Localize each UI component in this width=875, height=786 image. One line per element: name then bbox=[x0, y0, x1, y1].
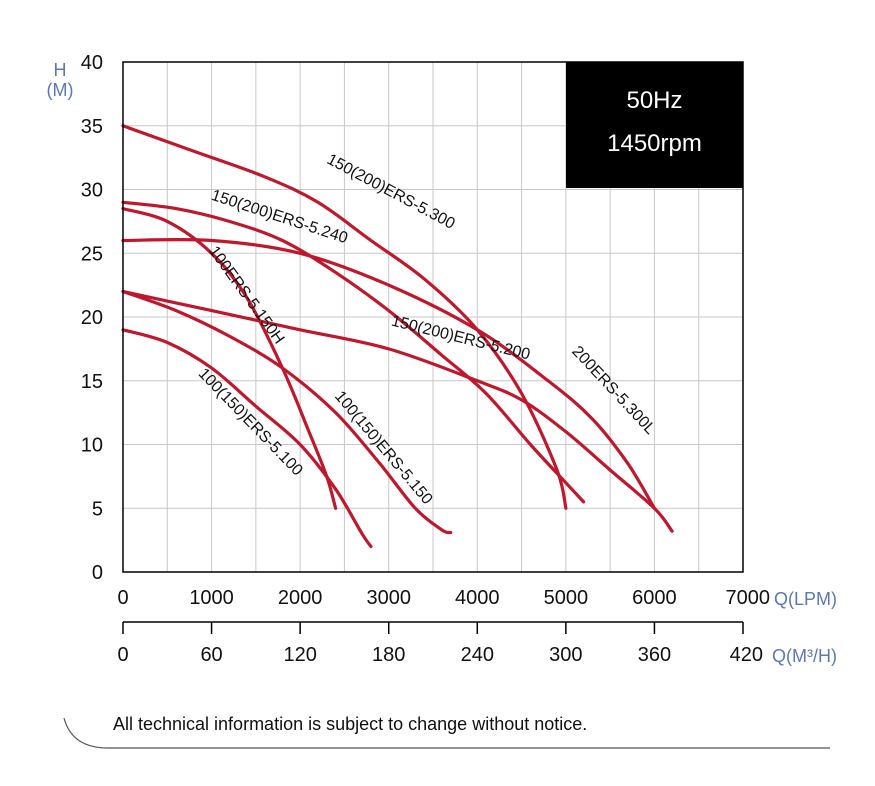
plot-frame bbox=[122, 61, 744, 573]
y-tick-label: 40 bbox=[81, 52, 103, 74]
x2-tick-label: 180 bbox=[372, 644, 405, 666]
x2-tick-label: 300 bbox=[549, 644, 582, 666]
x-axis-lpm-ticks: 0 1000 2000 3000 4000 5000 6000 7000 bbox=[117, 587, 770, 609]
y-axis-label: H bbox=[54, 60, 67, 80]
y-tick-label: 20 bbox=[81, 307, 103, 329]
curve-label: 200ERS-5.300L bbox=[568, 343, 658, 438]
y-tick-label: 10 bbox=[81, 435, 103, 457]
y-tick-label: 5 bbox=[92, 498, 103, 520]
curve-label: 100(150)ERS-5.150 bbox=[331, 388, 436, 508]
y-axis-unit: (M) bbox=[47, 80, 74, 100]
x-tick-label: 2000 bbox=[278, 587, 323, 609]
x2-tick-label: 0 bbox=[117, 644, 128, 666]
y-tick-label: 30 bbox=[81, 180, 103, 202]
x-tick-label: 7000 bbox=[726, 587, 771, 609]
footer-note: All technical information is subject to … bbox=[113, 714, 587, 734]
curve-line bbox=[121, 289, 674, 533]
frequency-badge bbox=[566, 62, 743, 188]
y-tick-label: 15 bbox=[81, 371, 103, 393]
curve-line bbox=[121, 207, 338, 510]
x-tick-label: 3000 bbox=[366, 587, 411, 609]
curve-line bbox=[121, 200, 586, 504]
y-tick-label: 25 bbox=[81, 243, 103, 265]
x-axis-m3h-label: Q(M³/H) bbox=[772, 646, 837, 666]
x2-tick-label: 420 bbox=[730, 644, 763, 666]
badge-speed-text: 1450rpm bbox=[607, 130, 702, 157]
curve-line bbox=[121, 328, 373, 549]
x2-tick-label: 120 bbox=[283, 644, 316, 666]
curve-label: 100ERS-5.150H bbox=[205, 243, 287, 347]
y-tick-label: 35 bbox=[81, 116, 103, 138]
x2-tick-label: 360 bbox=[638, 644, 671, 666]
x-tick-label: 4000 bbox=[455, 587, 500, 609]
x-tick-label: 0 bbox=[117, 587, 128, 609]
badge-frequency-text: 50Hz bbox=[626, 87, 682, 114]
y-tick-label: 0 bbox=[92, 562, 103, 584]
x-tick-label: 6000 bbox=[632, 587, 677, 609]
x-axis-m3h: 0 60 120 180 240 300 360 420 bbox=[117, 621, 763, 666]
curve-line bbox=[121, 237, 656, 510]
x-axis-lpm-label: Q(LPM) bbox=[774, 589, 837, 609]
x2-tick-label: 60 bbox=[200, 644, 222, 666]
curve-line bbox=[121, 124, 568, 510]
curve-labels: 150(200)ERS-5.300150(200)ERS-5.240100ERS… bbox=[195, 151, 659, 508]
y-axis-ticks: 0 5 10 15 20 25 30 35 40 bbox=[81, 52, 103, 584]
x-tick-label: 1000 bbox=[189, 587, 234, 609]
x-tick-label: 5000 bbox=[544, 587, 589, 609]
performance-curves bbox=[121, 124, 674, 549]
curve-line bbox=[121, 289, 453, 535]
x2-tick-label: 240 bbox=[461, 644, 494, 666]
footer-divider bbox=[63, 717, 830, 749]
